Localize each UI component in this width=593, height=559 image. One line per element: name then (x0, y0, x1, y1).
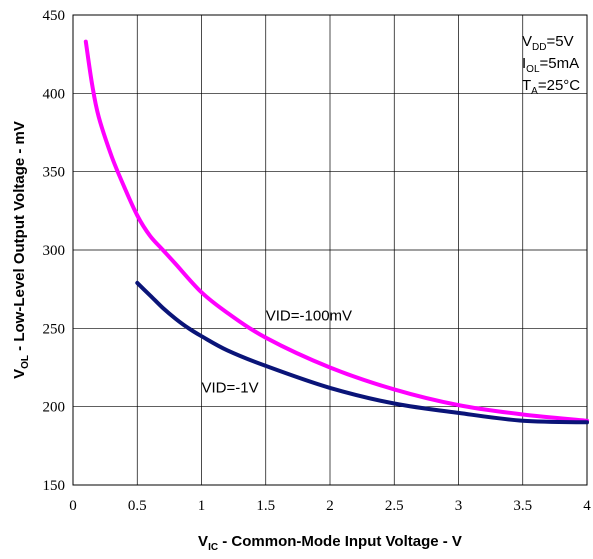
series-label-0: VID=-100mV (266, 308, 352, 325)
y-axis-title: VOL - Low-Level Output Voltage - mV (11, 121, 31, 379)
series-line-0 (83, 39, 589, 423)
y-tick-label: 400 (43, 86, 66, 102)
x-axis-title: VIC - Common-Mode Input Voltage - V (198, 533, 462, 553)
y-tick-label: 300 (43, 243, 66, 259)
x-tick-label: 0.5 (128, 498, 147, 514)
y-axis-title-main: V (11, 369, 28, 379)
x-tick-label: 3.5 (513, 498, 532, 514)
x-tick-label: 1.5 (256, 498, 275, 514)
x-tick-label: 3 (455, 498, 463, 514)
x-tick-label: 1 (198, 498, 206, 514)
condition-ta: TA=25°C (522, 77, 580, 97)
ticks: 0 0.5 1 1.5 2 2.5 3 3.5 4 150 200 250 300 350 400 450 (43, 8, 592, 514)
x-tick-label: 2.5 (385, 498, 404, 514)
y-axis-title-rest: - Low-Level Output Voltage - mV (11, 121, 28, 355)
x-tick-label: 2 (326, 498, 334, 514)
y-tick-label: 450 (43, 8, 66, 24)
series-label-1: VID=-1V (202, 380, 259, 397)
x-tick-label: 4 (583, 498, 591, 514)
y-axis-title-sub: OL (20, 355, 31, 369)
x-axis-title-main: V (198, 533, 208, 550)
x-axis-title-sub: IC (208, 542, 218, 553)
x-axis-title-rest: - Common-Mode Input Voltage - V (218, 533, 462, 550)
annotations: VID=-100mV VID=-1V (202, 308, 353, 397)
series-line-1 (135, 280, 589, 425)
condition-vdd: VDD=5V (522, 33, 574, 53)
y-tick-label: 350 (43, 165, 66, 181)
x-tick-label: 0 (69, 498, 77, 514)
y-tick-label: 250 (43, 321, 66, 337)
condition-iol: IOL=5mA (522, 55, 579, 75)
y-tick-label: 150 (43, 478, 66, 494)
series-layer (83, 39, 589, 425)
y-tick-label: 200 (43, 400, 66, 416)
conditions-block: VDD=5V IOL=5mA TA=25°C (522, 33, 580, 97)
